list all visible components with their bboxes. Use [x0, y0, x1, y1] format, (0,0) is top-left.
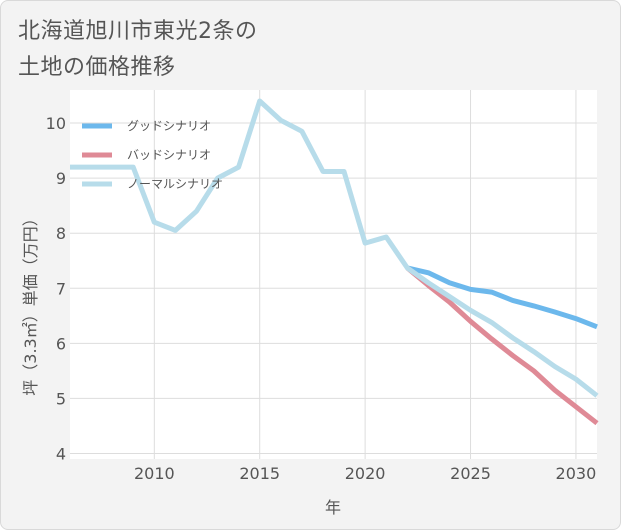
- y-tick-label: 7: [56, 279, 66, 298]
- x-axis-title: 年: [325, 498, 341, 517]
- y-axis-title: 坪（3.3㎡）単価（万円）: [21, 210, 40, 395]
- series-lines: [70, 98, 599, 426]
- legend-label-2: ノーマルシナリオ: [127, 177, 223, 191]
- y-tick-label: 4: [56, 444, 66, 463]
- y-tick-label: 6: [56, 334, 66, 353]
- x-tick-label: 2025: [450, 464, 491, 483]
- tick-labels: 2010 2015 2020 2025 2030 4 5 6 7 8 9 10: [46, 114, 597, 483]
- x-tick-label: 2020: [345, 464, 386, 483]
- y-tick-label: 5: [56, 389, 66, 408]
- chart-title: 北海道旭川市東光2条の 土地の価格推移: [18, 19, 258, 80]
- legend-label-1: バッドシナリオ: [127, 148, 211, 162]
- series-line-2: [70, 98, 599, 398]
- plot-area: [70, 90, 597, 459]
- series-line-0: [406, 265, 598, 330]
- legend-label-0: グッドシナリオ: [127, 119, 211, 133]
- y-tick-label: 9: [56, 169, 66, 188]
- y-tick-label: 10: [46, 114, 66, 133]
- series-line-1: [405, 265, 599, 426]
- grid-lines: [70, 90, 597, 459]
- x-tick-label: 2010: [134, 464, 175, 483]
- x-tick-label: 2015: [239, 464, 280, 483]
- y-tick-label: 8: [56, 224, 66, 243]
- x-tick-label: 2030: [556, 464, 597, 483]
